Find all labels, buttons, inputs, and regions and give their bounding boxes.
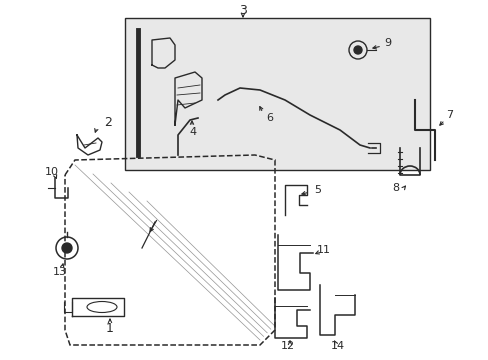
Text: 5: 5	[314, 185, 321, 195]
Text: 11: 11	[316, 245, 330, 255]
Bar	[125, 18, 429, 170]
Text: 1: 1	[106, 321, 114, 334]
Text: 14: 14	[330, 341, 345, 351]
Text: 2: 2	[104, 116, 112, 129]
Circle shape	[62, 243, 72, 253]
Text: 8: 8	[392, 183, 399, 193]
Text: 12: 12	[281, 341, 294, 351]
Text: 3: 3	[239, 4, 246, 17]
Circle shape	[353, 46, 361, 54]
Text: 4: 4	[189, 127, 196, 137]
Text: 6: 6	[266, 113, 273, 123]
Text: 10: 10	[45, 167, 59, 177]
Text: 9: 9	[384, 38, 391, 48]
Text: 7: 7	[446, 110, 453, 120]
Text: 13: 13	[53, 267, 67, 277]
